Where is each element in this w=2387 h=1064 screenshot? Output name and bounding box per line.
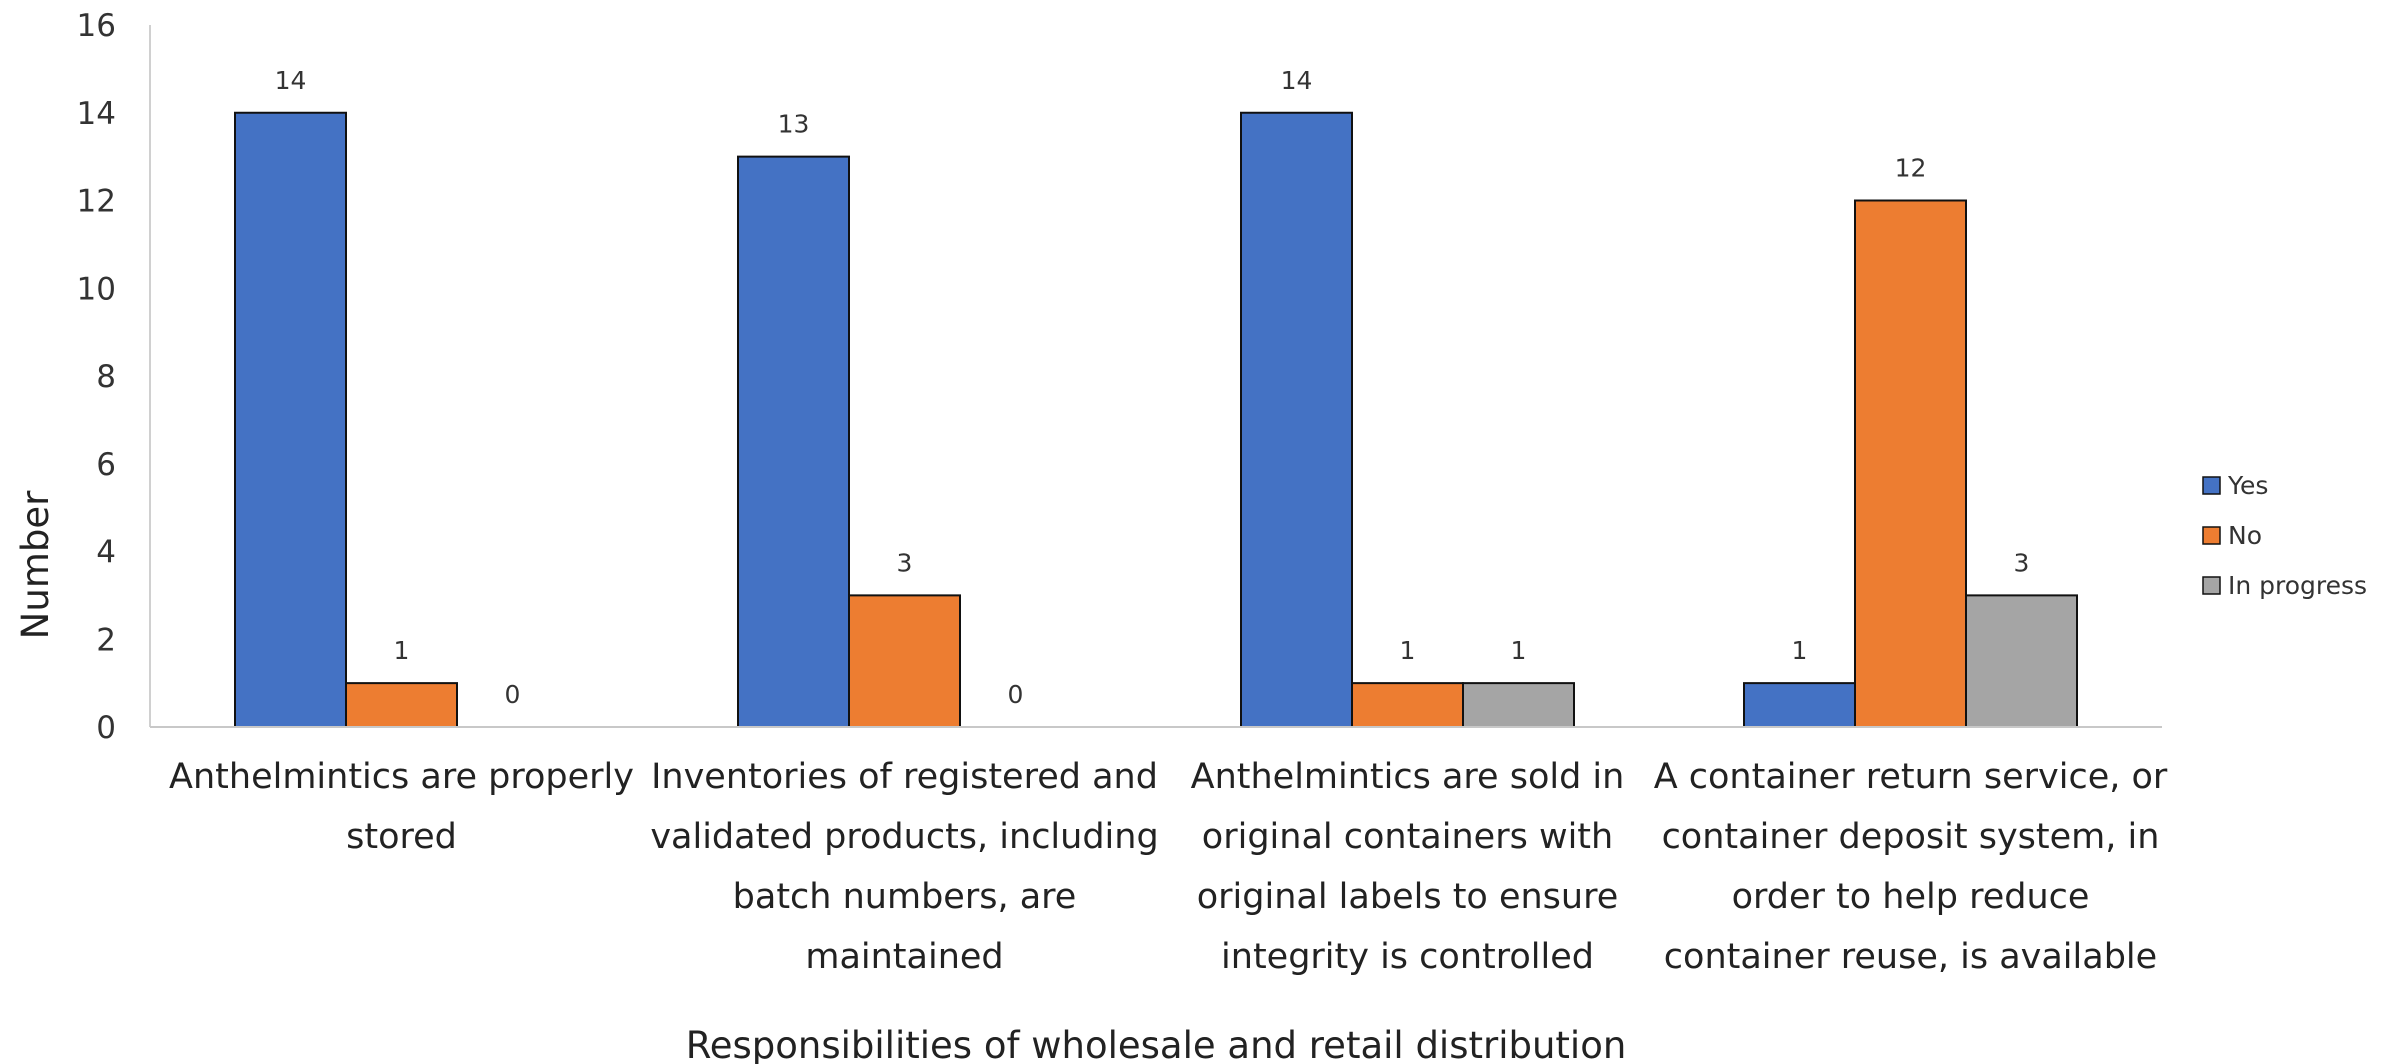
category-label: Anthelmintics are properly stored [169,757,634,857]
legend-label: In progress [2228,571,2367,600]
category-label: Inventories of registered and validated p… [650,757,1158,977]
category-label: A container return service, or container … [1654,757,2168,977]
bar-yes [1240,111,1353,728]
bar-yes [1743,682,1856,728]
y-tick-label: 10 [77,271,116,307]
data-label: 12 [1895,154,1927,183]
legend: Yes No In progress [2202,471,2367,600]
data-label: 3 [897,548,913,577]
data-label: 1 [1792,636,1808,665]
bar-no [345,682,458,728]
legend-swatch-in-progress [2202,576,2221,595]
data-label: 14 [1281,66,1313,95]
bar-no [848,594,961,728]
bar-no [1854,199,1967,728]
bar-no [1351,682,1464,728]
data-label: 1 [1511,636,1527,665]
data-label: 0 [1008,680,1024,709]
y-tick-label: 0 [96,710,116,746]
data-label: 1 [1400,636,1416,665]
y-axis-ticks: 0 2 4 6 8 10 12 14 16 [77,8,116,746]
y-tick-label: 2 [96,622,116,658]
data-label: 14 [275,66,307,95]
y-tick-label: 6 [96,447,116,483]
y-axis-title: Number [14,490,57,639]
legend-label: Yes [2227,471,2268,500]
category-labels: Anthelmintics are properly storedInventor… [169,757,2168,977]
category-label: Anthelmintics are sold in original contai… [1191,757,1625,977]
bar-yes [234,111,347,728]
legend-swatch-no [2202,526,2221,545]
y-tick-label: 14 [77,96,116,132]
data-label: 13 [778,110,810,139]
y-tick-label: 16 [77,8,116,44]
x-axis-title: Responsibilities of wholesale and retail… [686,1024,1627,1064]
bar-in-progress [1965,594,2078,728]
data-label: 3 [2014,548,2030,577]
bar-in-progress [1462,682,1575,728]
legend-swatch-yes [2202,476,2221,495]
y-tick-label: 12 [77,184,116,220]
data-label: 0 [505,680,521,709]
y-tick-label: 8 [96,359,116,395]
y-tick-label: 4 [96,535,116,571]
bar-yes [737,155,850,728]
legend-label: No [2228,521,2262,550]
data-label: 1 [394,636,410,665]
bars [234,111,2078,728]
